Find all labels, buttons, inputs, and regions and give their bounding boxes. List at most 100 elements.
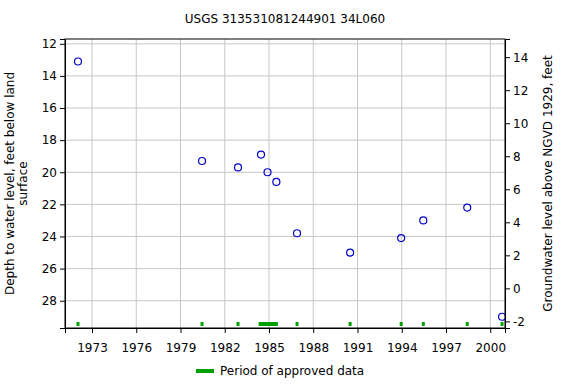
data-point <box>398 235 405 242</box>
tick: 1994 <box>387 328 418 355</box>
tick-label: 2000 <box>475 341 506 355</box>
approved-period <box>349 322 352 326</box>
tick-label: 14 <box>42 69 57 83</box>
tick-mark <box>60 172 65 173</box>
tick: 1982 <box>210 328 241 355</box>
tick-label: 0 <box>513 282 521 296</box>
approved-period <box>466 322 469 326</box>
x-grid-line <box>268 39 269 328</box>
tick-label: 8 <box>513 150 521 164</box>
legend-swatch <box>196 369 214 373</box>
tick-label: 20 <box>42 166 57 180</box>
plot-frame <box>65 39 505 328</box>
tick: 28 <box>42 294 65 308</box>
tick-label: 1985 <box>254 341 285 355</box>
tick-label: 18 <box>42 133 57 147</box>
tick-mark <box>92 328 93 333</box>
y-grid-line <box>65 75 505 76</box>
tick: 22 <box>42 198 65 212</box>
tick-label: 1997 <box>431 341 462 355</box>
tick: 4 <box>505 216 521 230</box>
tick-label: 1988 <box>298 341 329 355</box>
data-point <box>273 178 280 185</box>
tick-label: 28 <box>42 294 57 308</box>
tick-mark <box>60 76 65 77</box>
tick-mark <box>505 255 510 256</box>
approved-period <box>296 322 299 326</box>
y-axis-title: surface <box>16 161 30 205</box>
approved-period <box>259 322 278 326</box>
data-point <box>464 204 471 211</box>
tick-label: 6 <box>513 183 521 197</box>
tick-mark <box>60 301 65 302</box>
y-axis-title: Depth to water level, feet below land <box>3 72 17 295</box>
tick: 14 <box>505 51 528 65</box>
x-axis-line <box>66 329 506 334</box>
y2-axis-line <box>506 40 511 329</box>
grid <box>65 39 505 328</box>
y2-axis: -202468101214 <box>505 40 528 329</box>
tick-label: -2 <box>513 315 525 329</box>
y2-axis-title: Groundwater level above NGVD 1929, feet <box>541 55 555 312</box>
tick-label: 1994 <box>387 341 418 355</box>
data-point <box>199 158 206 165</box>
tick-mark <box>60 236 65 237</box>
tick: 18 <box>42 133 65 147</box>
tick-mark <box>60 44 65 45</box>
data-point <box>347 249 354 256</box>
tick-label: 12 <box>513 84 528 98</box>
tick-mark <box>505 123 510 124</box>
chart: 1973197619791982198519881991199419972000… <box>0 0 576 384</box>
approved-period <box>77 322 80 326</box>
tick: 2 <box>505 249 521 263</box>
tick-mark <box>505 321 510 322</box>
plot-area <box>74 58 505 326</box>
tick-mark <box>505 156 510 157</box>
y-grid-line <box>65 268 505 269</box>
tick: 1988 <box>298 328 329 355</box>
tick: 1985 <box>254 328 285 355</box>
data-point <box>258 151 265 158</box>
tick: 1991 <box>343 328 374 355</box>
x-grid-line <box>224 39 225 328</box>
tick-label: 1982 <box>210 341 241 355</box>
tick: 12 <box>42 37 65 51</box>
tick-label: 2 <box>513 249 521 263</box>
tick: 1973 <box>77 328 108 355</box>
tick-mark <box>402 328 403 333</box>
tick: 26 <box>42 262 65 276</box>
tick-mark <box>490 328 491 333</box>
tick-label: 26 <box>42 262 57 276</box>
tick-mark <box>505 90 510 91</box>
y-grid-line <box>65 43 505 44</box>
tick: 6 <box>505 183 521 197</box>
tick: 8 <box>505 150 521 164</box>
tick: 12 <box>505 84 528 98</box>
x-grid-line <box>313 39 314 328</box>
tick: 1997 <box>431 328 462 355</box>
approved-period <box>422 322 425 326</box>
tick-label: 1976 <box>121 341 152 355</box>
approved-period <box>201 322 204 326</box>
approved-period <box>400 322 403 326</box>
y-grid-line <box>65 300 505 301</box>
x-axis: 1973197619791982198519881991199419972000 <box>66 328 507 355</box>
tick: 24 <box>42 230 65 244</box>
title: USGS 313531081244901 34L060 <box>185 12 385 26</box>
data-point <box>420 217 427 224</box>
tick-mark <box>505 288 510 289</box>
tick-mark <box>136 328 137 333</box>
y-grid-line <box>65 172 505 173</box>
legend: Period of approved data <box>196 364 364 378</box>
tick-label: 1973 <box>77 341 108 355</box>
approved-period <box>501 322 504 326</box>
tick: 20 <box>42 166 65 180</box>
y-axis-line <box>60 40 66 329</box>
x-grid-line <box>136 39 137 328</box>
data-point <box>499 313 505 320</box>
tick-mark <box>446 328 447 333</box>
data-point <box>74 58 81 65</box>
tick-mark <box>313 328 314 333</box>
x-grid-line <box>490 39 491 328</box>
y-grid-line <box>65 140 505 141</box>
